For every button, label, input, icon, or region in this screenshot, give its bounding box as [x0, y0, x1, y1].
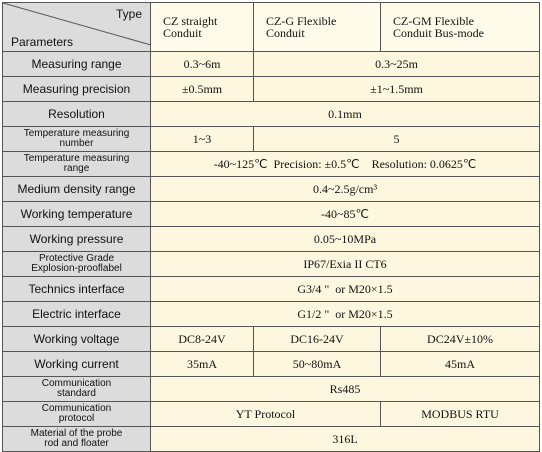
header-row: Type Parameters CZ straight Conduit CZ-G…	[2, 2, 540, 52]
cell: YT Protocol	[150, 401, 381, 427]
column-header: CZ-GM Flexible Conduit Bus-mode	[380, 2, 540, 52]
cell: 0.3~6m	[150, 51, 254, 77]
cell: Rs485	[150, 376, 540, 402]
cell: DC24V±10%	[380, 326, 540, 352]
column-header: CZ-G Flexible Conduit	[253, 2, 381, 52]
row-label: Working voltage	[2, 326, 151, 352]
cell: 35mA	[150, 351, 254, 377]
cell: 0.05~10MPa	[150, 226, 540, 252]
row-label: Electric interface	[2, 301, 151, 327]
row-label: Working pressure	[2, 226, 151, 252]
diagonal	[3, 3, 151, 45]
cell: ±1~1.5mm	[253, 76, 540, 102]
cell: 50~80mA	[253, 351, 381, 377]
cell: DC16-24V	[253, 326, 381, 352]
cell: 1~3	[150, 126, 254, 152]
row-label: Technics interface	[2, 276, 151, 302]
cell: 0.3~25m	[253, 51, 540, 77]
cell: ±0.5mm	[150, 76, 254, 102]
cell: -40~125℃ Precision: ±0.5℃ Resolution: 0.…	[150, 151, 540, 177]
row-label: Temperature measuring range	[2, 151, 151, 177]
row-label: Material of the probe rod and floater	[2, 426, 151, 452]
parameters-label: Parameters	[11, 35, 74, 49]
type-label: Type	[115, 7, 142, 21]
row-label: Temperature measuring number	[2, 126, 151, 152]
cell: MODBUS RTU	[380, 401, 540, 427]
row-label: Working temperature	[2, 201, 151, 227]
cell: -40~85℃	[150, 201, 540, 227]
row-label: Communication protocol	[2, 401, 151, 427]
cell: 5	[253, 126, 540, 152]
row-label: Resolution	[2, 101, 151, 127]
column-header: CZ straight Conduit	[150, 2, 254, 52]
cell: G3/4 " or M20×1.5	[150, 276, 540, 302]
header-corner: Type Parameters	[2, 2, 151, 52]
row-label: Measuring range	[2, 51, 151, 77]
cell: G1/2 " or M20×1.5	[150, 301, 540, 327]
cell: 316L	[150, 426, 540, 452]
cell: 45mA	[380, 351, 540, 377]
cell: 0.1mm	[150, 101, 540, 127]
cell: DC8-24V	[150, 326, 254, 352]
row-label: Measuring precision	[2, 76, 151, 102]
row-label: Working current	[2, 351, 151, 377]
cell: 0.4~2.5g/cm³	[150, 176, 540, 202]
row-label: Medium density range	[2, 176, 151, 202]
row-label: Communication standard	[2, 376, 151, 402]
cell: IP67/Exia II CT6	[150, 251, 540, 277]
row-label: Protective Grade Explosion-prooflabel	[2, 251, 151, 277]
